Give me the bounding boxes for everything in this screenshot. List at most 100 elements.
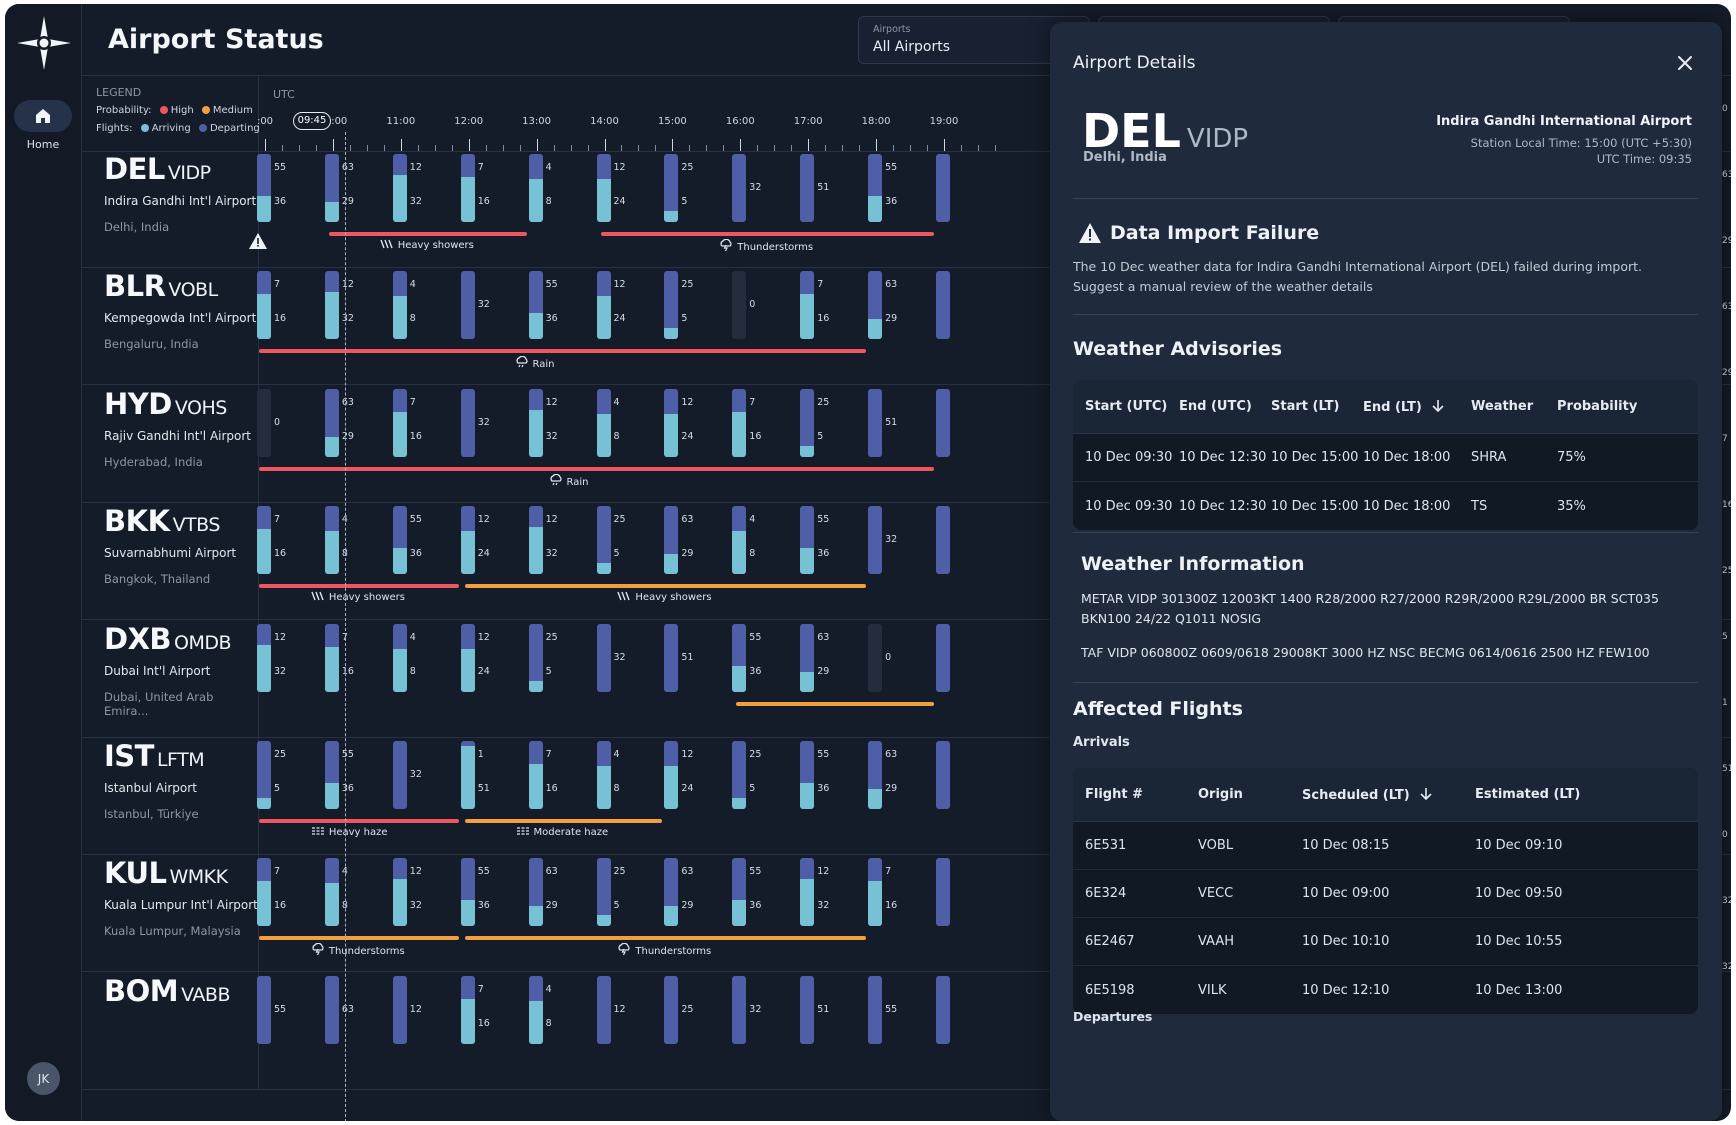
flight-volume-bar[interactable]: [800, 623, 815, 692]
flight-volume-bar[interactable]: [732, 271, 747, 340]
flight-volume-bar[interactable]: [257, 506, 271, 575]
flight-volume-bar[interactable]: [800, 388, 815, 457]
airport-row[interactable]: DEL VIDP Indira Gandhi Int'l Airport Delhi,…: [82, 138, 1731, 268]
flight-volume-bar[interactable]: [664, 741, 679, 809]
flight-volume-bar[interactable]: [664, 388, 679, 457]
flight-volume-bar[interactable]: [528, 506, 543, 575]
flight-volume-bar[interactable]: [324, 388, 339, 457]
column-header[interactable]: End (LT): [1351, 399, 1459, 415]
flight-volume-bar[interactable]: [868, 506, 883, 575]
flight-volume-bar[interactable]: [868, 858, 883, 927]
weather-advisory-bar[interactable]: [259, 936, 459, 941]
column-header[interactable]: Start (UTC): [1073, 399, 1167, 414]
weather-advisory-bar[interactable]: [259, 584, 459, 589]
column-header[interactable]: Probability: [1545, 399, 1655, 414]
airport-info[interactable]: BOM VABB: [82, 959, 259, 1089]
flight-volume-bar[interactable]: [460, 388, 475, 457]
flight-volume-bar[interactable]: [528, 858, 543, 927]
flight-volume-bar[interactable]: [936, 975, 950, 1044]
flight-volume-bar[interactable]: [596, 623, 611, 692]
weather-advisory-bar[interactable]: [464, 584, 867, 589]
flight-volume-bar[interactable]: [257, 858, 271, 927]
flight-volume-bar[interactable]: [324, 506, 339, 575]
flight-volume-bar[interactable]: [800, 741, 815, 809]
flight-volume-bar[interactable]: [868, 741, 883, 809]
flight-volume-bar[interactable]: [257, 271, 271, 340]
flight-volume-bar[interactable]: [732, 975, 747, 1044]
flight-volume-bar[interactable]: [936, 271, 950, 340]
column-header[interactable]: Flight #: [1073, 787, 1186, 802]
flight-volume-bar[interactable]: [936, 388, 950, 457]
flight-volume-bar[interactable]: [460, 271, 475, 340]
flight-volume-bar[interactable]: [800, 975, 815, 1044]
flight-volume-bar[interactable]: [528, 154, 543, 222]
flight-volume-bar[interactable]: [324, 975, 339, 1044]
airport-row[interactable]: HYD VOHS Rajiv Gandhi Int'l Airport Hyderab…: [82, 372, 1731, 503]
warning-icon[interactable]: [248, 232, 268, 254]
flight-volume-bar[interactable]: [460, 506, 475, 575]
column-header[interactable]: Estimated (LT): [1463, 787, 1663, 802]
flight-volume-bar[interactable]: [732, 154, 747, 222]
airport-info[interactable]: DEL VIDP Indira Gandhi Int'l Airport Delhi,…: [82, 138, 259, 267]
airport-row[interactable]: DXB OMDB Dubai Int'l Airport Dubai, United …: [82, 607, 1731, 738]
flight-volume-bar[interactable]: [460, 154, 475, 222]
flight-volume-bar[interactable]: [257, 154, 271, 222]
column-header[interactable]: Start (LT): [1259, 399, 1351, 414]
flight-volume-bar[interactable]: [392, 271, 407, 340]
flight-volume-bar[interactable]: [732, 741, 747, 809]
flight-volume-bar[interactable]: [460, 858, 475, 927]
close-icon[interactable]: [1674, 52, 1696, 74]
column-header[interactable]: Weather: [1459, 399, 1545, 414]
weather-advisory-bar[interactable]: [600, 232, 934, 236]
column-header[interactable]: Origin: [1186, 787, 1290, 802]
weather-advisory-bar[interactable]: [259, 466, 934, 471]
weather-advisory-bar[interactable]: [259, 349, 867, 354]
flight-volume-bar[interactable]: [664, 975, 679, 1044]
user-avatar[interactable]: JK: [27, 1062, 60, 1095]
flight-volume-bar[interactable]: [936, 741, 950, 809]
flight-volume-bar[interactable]: [800, 506, 815, 575]
flight-volume-bar[interactable]: [596, 154, 611, 222]
airport-row[interactable]: BKK VTBS Suvarnabhumi Airport Bangkok, Thai…: [82, 490, 1731, 621]
flight-volume-bar[interactable]: [460, 741, 475, 809]
weather-advisory-bar[interactable]: [259, 819, 459, 823]
flight-volume-bar[interactable]: [664, 506, 679, 575]
table-row[interactable]: 6E531 VOBL 10 Dec 08:15 10 Dec 09:10: [1073, 822, 1698, 870]
airport-row[interactable]: BLR VOBL Kempegowda Int'l Airport Bengaluru…: [82, 255, 1731, 386]
flight-volume-bar[interactable]: [936, 154, 950, 222]
flight-volume-bar[interactable]: [800, 858, 815, 927]
flight-volume-bar[interactable]: [868, 623, 883, 692]
airport-info[interactable]: BKK VTBS Suvarnabhumi Airport Bangkok, Thai…: [82, 490, 259, 620]
table-row[interactable]: 6E324 VECC 10 Dec 09:00 10 Dec 09:50: [1073, 870, 1698, 918]
airport-row[interactable]: IST LFTM Istanbul Airport Istanbul, Türkiye…: [82, 725, 1731, 855]
flight-volume-bar[interactable]: [528, 388, 543, 457]
flight-volume-bar[interactable]: [392, 154, 407, 222]
flight-volume-bar[interactable]: [868, 388, 883, 457]
flight-volume-bar[interactable]: [392, 975, 407, 1044]
flight-volume-bar[interactable]: [528, 623, 543, 692]
flight-volume-bar[interactable]: [257, 975, 271, 1044]
flight-volume-bar[interactable]: [324, 741, 339, 809]
airport-row[interactable]: KUL WMKK Kuala Lumpur Int'l Airport Kuala L…: [82, 842, 1731, 973]
airport-info[interactable]: DXB OMDB Dubai Int'l Airport Dubai, United …: [82, 607, 259, 737]
flight-volume-bar[interactable]: [392, 741, 407, 809]
flight-volume-bar[interactable]: [664, 271, 679, 340]
table-row[interactable]: 10 Dec 09:30 10 Dec 12:30 10 Dec 15:00 10 D…: [1073, 434, 1698, 482]
airport-info[interactable]: HYD VOHS Rajiv Gandhi Int'l Airport Hyderab…: [82, 372, 259, 502]
table-row[interactable]: 10 Dec 09:30 10 Dec 12:30 10 Dec 15:00 10 D…: [1073, 482, 1698, 530]
flight-volume-bar[interactable]: [800, 154, 815, 222]
weather-advisory-bar[interactable]: [464, 936, 867, 941]
table-row[interactable]: 6E2467 VAAH 10 Dec 10:10 10 Dec 10:55: [1073, 918, 1698, 966]
airport-row[interactable]: BOM VABB 55 63 12 7 16 4 8 12 25 32 51 55: [82, 959, 1731, 1090]
flight-volume-bar[interactable]: [324, 154, 339, 222]
flight-volume-bar[interactable]: [392, 388, 407, 457]
flight-volume-bar[interactable]: [392, 858, 407, 927]
flight-volume-bar[interactable]: [460, 975, 475, 1044]
flight-volume-bar[interactable]: [936, 858, 950, 927]
flight-volume-bar[interactable]: [936, 506, 950, 575]
flight-volume-bar[interactable]: [868, 975, 883, 1044]
weather-advisory-bar[interactable]: [328, 232, 527, 236]
table-row[interactable]: 6E5198 VILK 10 Dec 12:10 10 Dec 13:00: [1073, 966, 1698, 1014]
flight-volume-bar[interactable]: [596, 388, 611, 457]
flight-volume-bar[interactable]: [596, 506, 611, 575]
